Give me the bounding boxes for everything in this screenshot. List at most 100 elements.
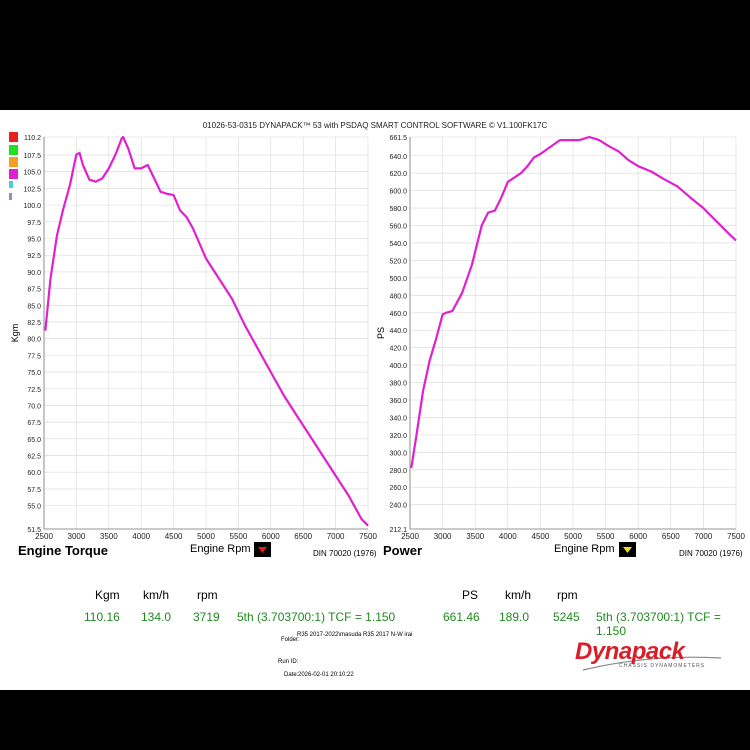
torque-x-tick-label: 4000	[132, 532, 150, 541]
torque-y-tick-label: 102.5	[23, 186, 41, 193]
torque-summary-gear: 5th (3.703700:1) TCF = 1.150	[237, 610, 396, 624]
power-y-tick-label: 400.0	[389, 363, 407, 370]
power-x-tick-label: 2500	[401, 532, 419, 541]
power-x-tick-label: 4000	[499, 532, 517, 541]
date-label: Date:	[284, 672, 299, 678]
torque-y-tick-label: 95.0	[27, 237, 41, 244]
date-value: 2026-02-01 20:10:22	[298, 672, 354, 678]
legend-swatch-cyan	[9, 181, 13, 188]
folder-label: Folder:	[281, 637, 300, 643]
power-y-tick-label: 300.0	[389, 450, 407, 457]
torque-x-tick-label: 5000	[197, 532, 215, 541]
report-header: 01026-53-0315 DYNAPACK™ 53 with PSDAQ SM…	[202, 121, 548, 130]
torque-y-tick-label: 77.5	[27, 353, 41, 360]
power-x-tick-label: 5500	[597, 532, 615, 541]
torque-y-tick-label: 107.5	[23, 153, 41, 160]
power-y-tick-label: 212.1	[389, 527, 407, 534]
power-y-tick-label: 460.0	[389, 311, 407, 318]
torque-arrow-icon	[258, 547, 267, 553]
power-summary-value-rpm: 5245	[553, 610, 580, 624]
torque-chart-title: Engine Torque	[18, 543, 109, 558]
torque-x-tick-label: 3500	[100, 532, 118, 541]
power-xaxis-label: Engine Rpm	[554, 543, 615, 555]
torque-x-tick-label: 7500	[359, 532, 377, 541]
run-id-label: Run ID:	[278, 659, 299, 665]
legend-swatch-green	[9, 145, 18, 155]
torque-x-tick-label: 6500	[294, 532, 312, 541]
torque-y-tick-label: 51.5	[27, 527, 41, 534]
torque-y-tick-label: 85.0	[27, 303, 41, 310]
power-chart-title: Power	[383, 543, 423, 558]
legend-swatch-lavender	[9, 193, 12, 200]
power-y-tick-label: 540.0	[389, 241, 407, 248]
torque-summary-header-rpm: rpm	[197, 588, 218, 602]
torque-summary-header-kmh: km/h	[143, 588, 170, 602]
power-y-tick-label: 440.0	[389, 328, 407, 335]
power-y-tick-label: 640.0	[389, 154, 407, 161]
torque-y-tick-label: 70.0	[27, 403, 41, 410]
power-y-tick-label: 661.5	[389, 135, 407, 142]
power-y-tick-label: 320.0	[389, 433, 407, 440]
power-arrow-icon	[623, 547, 632, 553]
power-summary-gear: 5th (3.703700:1) TCF = 1.150	[596, 610, 721, 638]
torque-y-tick-label: 67.5	[27, 420, 41, 427]
torque-y-tick-label: 97.5	[27, 220, 41, 227]
power-y-tick-label: 600.0	[389, 189, 407, 196]
power-x-tick-label: 4500	[532, 532, 550, 541]
power-x-tick-label: 6500	[662, 532, 680, 541]
torque-summary-value-kmh: 134.0	[141, 610, 172, 624]
torque-y-tick-label: 80.0	[27, 337, 41, 344]
torque-x-tick-label: 4500	[165, 532, 183, 541]
torque-arrow-button[interactable]	[254, 542, 271, 557]
torque-y-tick-label: 60.0	[27, 470, 41, 477]
power-y-tick-label: 360.0	[389, 398, 407, 405]
logo-subtitle: CHASSIS DYNAMOMETERS	[619, 663, 706, 669]
torque-y-tick-label: 82.5	[27, 320, 41, 327]
power-y-tick-label: 580.0	[389, 206, 407, 213]
torque-y-tick-label: 55.0	[27, 504, 41, 511]
torque-y-tick-label: 105.0	[23, 170, 41, 177]
power-summary-header-ps: PS	[462, 588, 479, 602]
power-y-tick-label: 560.0	[389, 224, 407, 231]
torque-y-tick-label: 90.0	[27, 270, 41, 277]
torque-y-tick-label: 62.5	[27, 454, 41, 461]
torque-y-tick-label: 110.2	[24, 135, 41, 142]
legend-swatch-red	[9, 132, 18, 142]
power-din-note: DIN 70020 (1976)	[679, 549, 743, 558]
power-y-tick-label: 480.0	[389, 293, 407, 300]
torque-summary-value-rpm: 3719	[193, 610, 220, 624]
power-y-tick-label: 520.0	[389, 258, 407, 265]
torque-y-tick-label: 72.5	[27, 387, 41, 394]
power-x-tick-label: 7500	[727, 532, 745, 541]
torque-x-tick-label: 3000	[68, 532, 86, 541]
torque-x-tick-label: 5500	[230, 532, 248, 541]
dynapack-logo: Dynapack CHASSIS DYNAMOMETERS	[575, 638, 725, 680]
logo-swoosh-icon	[582, 656, 722, 671]
torque-xaxis-label: Engine Rpm	[190, 543, 251, 555]
torque-x-tick-label: 7000	[327, 532, 345, 541]
torque-y-tick-label: 65.0	[27, 437, 41, 444]
power-y-tick-label: 340.0	[389, 415, 407, 422]
torque-y-tick-label: 87.5	[27, 287, 41, 294]
power-x-tick-label: 3500	[466, 532, 484, 541]
legend-swatch-magenta	[9, 169, 18, 179]
logo-wordmark: Dynapack	[575, 638, 685, 665]
power-y-tick-label: 260.0	[389, 485, 407, 492]
torque-y-tick-label: 92.5	[27, 253, 41, 260]
power-y-axis-label: PS	[376, 327, 386, 339]
power-y-tick-label: 420.0	[389, 346, 407, 353]
torque-summary-header-kgm: Kgm	[95, 588, 120, 602]
power-summary-value-ps: 661.46	[443, 610, 480, 624]
power-series-line	[410, 135, 737, 469]
power-y-tick-label: 380.0	[389, 381, 407, 388]
folder-value: R35 2017-2022\masuda R35 2017 N-W irai	[297, 632, 413, 638]
power-y-tick-label: 280.0	[389, 468, 407, 475]
power-arrow-button[interactable]	[619, 542, 636, 557]
power-summary-header-kmh: km/h	[505, 588, 532, 602]
power-summary-value-kmh: 189.0	[499, 610, 530, 624]
power-x-tick-label: 3000	[434, 532, 452, 541]
power-x-tick-label: 5000	[564, 532, 582, 541]
power-y-tick-label: 620.0	[389, 171, 407, 178]
torque-y-tick-label: 75.0	[27, 370, 41, 377]
